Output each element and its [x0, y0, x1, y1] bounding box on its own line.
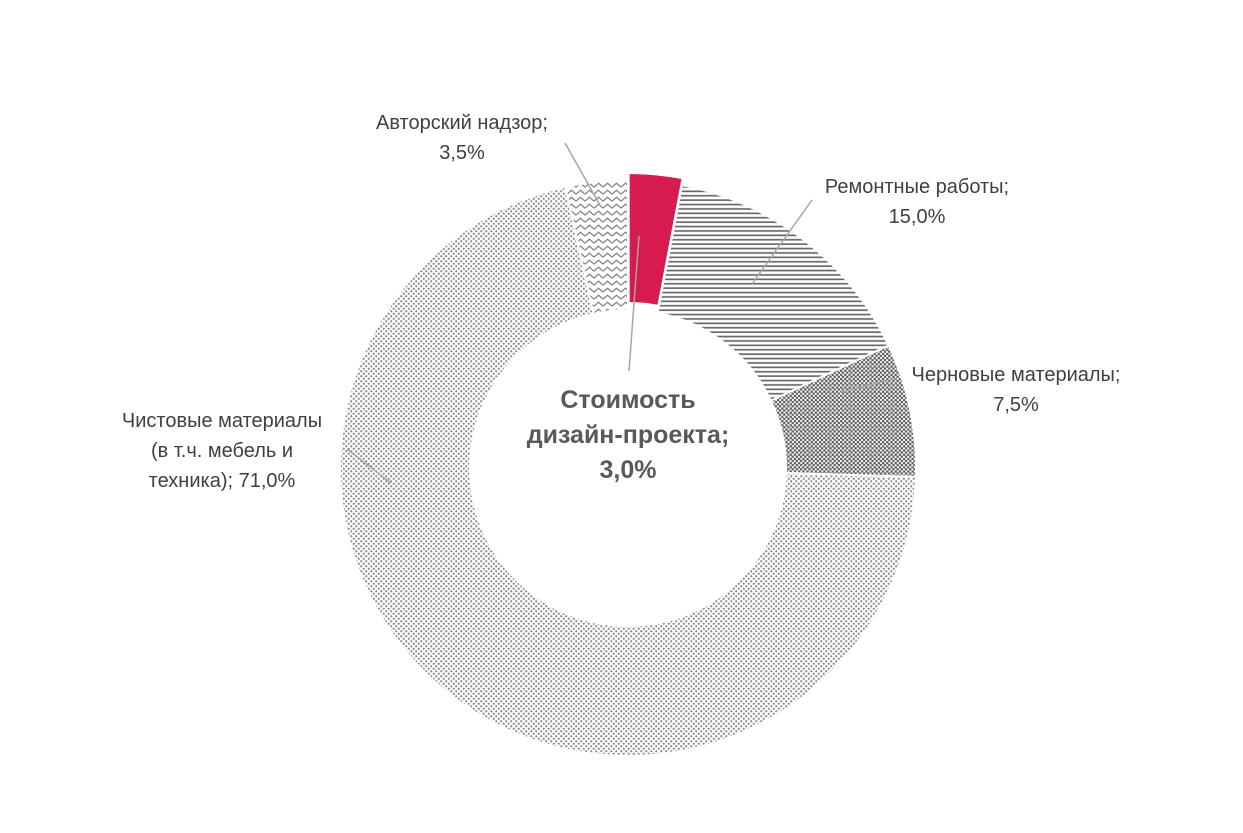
data-label-author-supervision: Авторский надзор; 3,5% — [312, 108, 612, 168]
center-label-line1: Стоимость — [560, 386, 696, 414]
data-label-repair-works: Ремонтные работы; 15,0% — [767, 172, 1067, 232]
data-label-design-project-center: Стоимость дизайн-проекта; 3,0% — [478, 383, 778, 488]
leader-line-center — [628, 235, 640, 372]
leader-line-finish — [346, 448, 392, 484]
data-label-repair-line1: Ремонтные работы; — [824, 176, 1010, 198]
slice-чистовые-материалы-в-т-ч-мебель-и-техника- — [339, 185, 917, 757]
slice-ремонтные-работы — [656, 183, 890, 403]
slice-авторский-надзор — [563, 178, 629, 316]
data-label-rough-materials: Черновые материалы; 7,5% — [866, 360, 1166, 420]
data-label-repair-line2: 15,0% — [888, 206, 946, 228]
leader-line-repair — [751, 199, 813, 285]
data-label-finish-materials: Чистовые материалы (в т.ч. мебель и техн… — [72, 406, 372, 496]
data-label-rough-line2: 7,5% — [993, 394, 1039, 416]
leader-line-rough — [837, 377, 898, 394]
donut-slices — [339, 172, 917, 757]
data-label-finish-line3: техника); 71,0% — [148, 470, 296, 492]
data-label-finish-line2: (в т.ч. мебель и — [150, 440, 294, 462]
data-label-author-line1: Авторский надзор; — [376, 112, 548, 134]
data-label-author-line2: 3,5% — [439, 142, 485, 164]
data-label-rough-line1: Черновые материалы; — [911, 364, 1121, 386]
center-label-line3: 3,0% — [599, 456, 657, 484]
leader-line-author — [564, 142, 602, 208]
data-label-finish-line1: Чистовые материалы — [121, 410, 323, 432]
center-label-line2: дизайн-проекта; — [526, 421, 730, 449]
